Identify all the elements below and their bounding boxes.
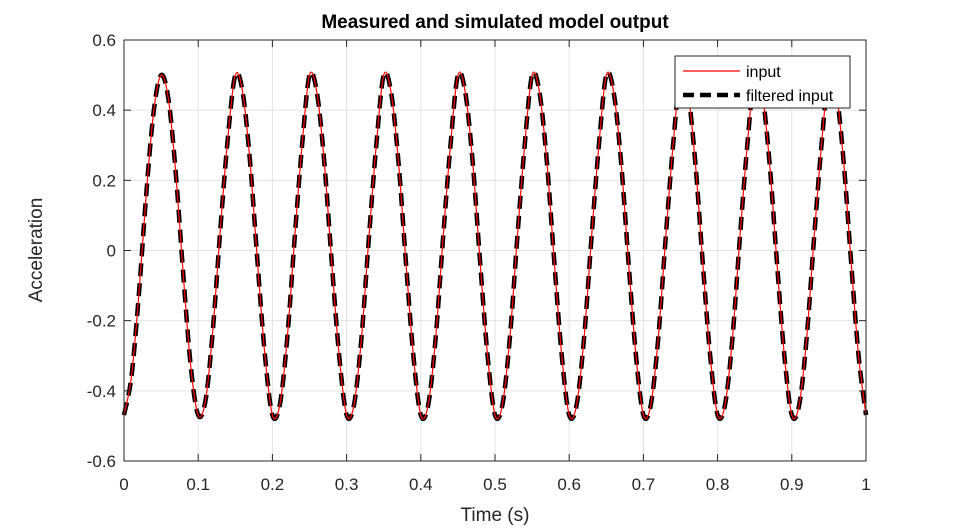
x-tick-label: 0.3 [335, 475, 359, 494]
y-tick-label: 0 [107, 242, 116, 261]
legend: input filtered input [674, 55, 851, 109]
y-tick-label: 0.4 [92, 101, 116, 120]
x-tick-label: 0.7 [632, 475, 656, 494]
legend-label-input: input [746, 64, 781, 81]
legend-label-filtered-input: filtered input [746, 88, 834, 105]
y-tick-label: 0.6 [92, 31, 116, 50]
x-tick-label: 0.2 [261, 475, 285, 494]
series-layer [121, 69, 869, 422]
x-tick-label: 0.4 [409, 475, 433, 494]
x-tick-label: 0.6 [557, 475, 581, 494]
x-tick-label: 0.9 [780, 475, 804, 494]
x-tick-label: 0 [119, 475, 128, 494]
chart-title: Measured and simulated model output [321, 12, 669, 33]
y-tick-label: -0.4 [87, 382, 116, 401]
x-tick-label: 1 [861, 475, 870, 494]
x-tick-label: 0.5 [483, 475, 507, 494]
x-tick-label: 0.8 [706, 475, 730, 494]
legend-box [674, 55, 851, 109]
x-tick-label: 0.1 [186, 475, 210, 494]
y-axis-label: Acceleration [26, 198, 47, 303]
y-tick-label: 0.2 [92, 171, 116, 190]
y-tick-label: -0.6 [87, 452, 116, 471]
y-tick-label: -0.2 [87, 312, 116, 331]
x-axis-label: Time (s) [461, 505, 530, 526]
series-line-input [123, 71, 867, 420]
axis-ticks: 0 0.1 0.2 0.3 0.4 0.5 0.6 0.7 0.8 0.9 1 -0.6 -0.4 -0.… [87, 31, 871, 494]
